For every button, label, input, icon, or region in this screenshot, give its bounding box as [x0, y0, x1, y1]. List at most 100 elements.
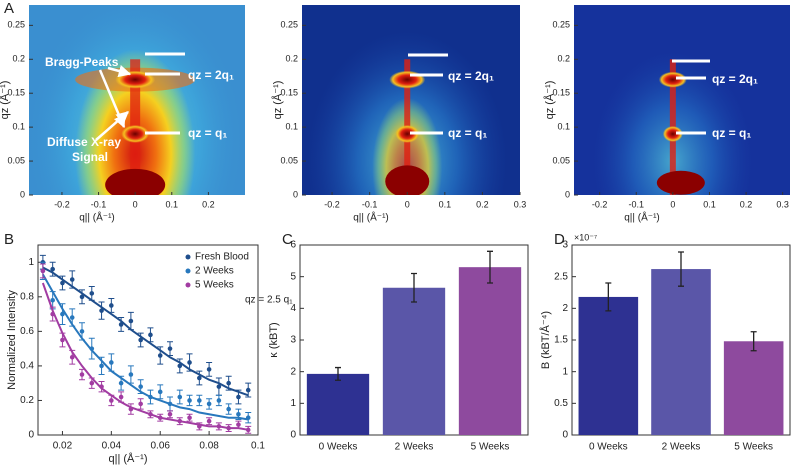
x-tick-label: 0.06 — [150, 441, 170, 452]
y-tick-label: 0.25 — [552, 20, 570, 30]
error-bar — [678, 251, 684, 287]
y-axis-label: qz (Å⁻¹) — [271, 81, 284, 120]
legend-marker — [185, 282, 191, 288]
point — [50, 266, 55, 272]
point — [79, 372, 85, 377]
x-tick-label: 0.1 — [251, 441, 265, 452]
y-tick-label: 1.5 — [554, 335, 568, 346]
y-tick-label: 0.25 — [280, 20, 298, 30]
x-tick-label: 0 Weeks — [589, 442, 628, 453]
annotation: qz = 2q₁ — [712, 72, 758, 86]
plot-frame — [37, 244, 259, 436]
point — [69, 354, 75, 360]
x-tick-label: 0.04 — [102, 441, 122, 452]
bar — [458, 267, 522, 435]
y-tick-label: 2.5 — [554, 271, 568, 282]
point — [128, 318, 134, 324]
error-bar — [487, 250, 493, 284]
annotation: Signal — [72, 150, 108, 164]
fit-line — [42, 273, 249, 421]
x-tick-label: -0.2 — [324, 199, 340, 209]
y-tick-label: 2 — [562, 303, 568, 314]
legend-marker — [185, 268, 191, 274]
point — [157, 389, 163, 395]
y-tick-label: 3 — [290, 335, 296, 346]
point — [89, 380, 95, 386]
annotation: qz = q₁ — [712, 126, 751, 140]
y-tick-label: 0 — [290, 430, 296, 441]
fit-line — [41, 282, 249, 431]
bragg-peak — [395, 124, 420, 143]
y-tick-label: 0 — [20, 189, 25, 199]
error-bar — [411, 272, 417, 303]
point — [236, 394, 241, 400]
annotation: qz = 2q₁ — [188, 68, 234, 82]
point — [109, 360, 114, 365]
point — [128, 372, 134, 377]
y-axis-label: κ (kBT) — [268, 322, 280, 357]
panel-label: A — [4, 0, 14, 17]
point — [60, 280, 65, 286]
x-tick-label: -0.1 — [362, 199, 378, 209]
y-tick-label: 1 — [28, 257, 34, 268]
x-tick-label: 0.3 — [514, 199, 527, 209]
y-tick-label: 0 — [28, 430, 34, 441]
point — [138, 384, 143, 389]
y-axis-label: Normalized Intensity — [6, 290, 18, 390]
heatmap-image — [29, 5, 245, 195]
y-tick-label: 5 — [290, 271, 296, 282]
y-tick-label: 0 — [562, 430, 568, 441]
x-tick-label: 5 Weeks — [471, 442, 510, 453]
y-tick-label: 0.15 — [7, 88, 25, 98]
point — [60, 337, 65, 343]
point — [236, 411, 241, 417]
arrow — [107, 65, 132, 78]
x-tick-label: -0.2 — [54, 199, 70, 209]
y-tick-label: 0.05 — [7, 155, 25, 165]
x-tick-label: 0.1 — [166, 199, 179, 209]
point — [187, 398, 192, 403]
y-tick-label: 0.2 — [285, 54, 298, 64]
x-tick-label: -0.2 — [592, 199, 608, 209]
x-tick-label: -0.1 — [628, 199, 644, 209]
x-tick-label: 0 — [133, 199, 138, 209]
y-tick-label: 0.1 — [12, 122, 25, 132]
point — [167, 411, 173, 417]
x-tick-label: 0 Weeks — [319, 442, 358, 453]
point — [138, 401, 143, 407]
point — [50, 297, 55, 303]
annotation: Bragg-Peaks — [45, 55, 119, 69]
arrow — [95, 111, 129, 141]
point — [118, 394, 124, 400]
fit-line — [42, 266, 249, 397]
error-bar — [750, 331, 757, 352]
x-tick-label: 0.02 — [53, 441, 73, 452]
point — [69, 277, 75, 282]
point — [206, 418, 212, 424]
x-tick-label: 0.1 — [439, 199, 452, 209]
x-tick-label: 2 Weeks — [662, 442, 701, 453]
legend-label: 5 Weeks — [195, 280, 234, 291]
bragg-peak — [662, 125, 683, 142]
point — [245, 387, 251, 393]
point — [187, 360, 192, 365]
x-axis-label: q|| (Å⁻¹) — [353, 211, 388, 224]
bragg-peak — [389, 70, 426, 89]
y-tick-label: 6 — [290, 240, 296, 251]
point — [157, 353, 163, 358]
y-axis-label: qz (Å⁻¹) — [0, 81, 11, 120]
x-tick-label: 2 Weeks — [395, 442, 434, 453]
y-tick-label: 0.4 — [20, 361, 34, 372]
x-tick-label: 0.2 — [740, 199, 753, 209]
y-tick-label: 0.8 — [20, 291, 34, 302]
y-tick-label: 0.05 — [280, 155, 298, 165]
x-tick-label: 5 Weeks — [734, 442, 773, 453]
x-tick-label: 0 — [405, 199, 410, 209]
point — [216, 398, 222, 403]
x-tick-label: 0.1 — [703, 199, 716, 209]
point — [89, 291, 95, 296]
y-tick-label: 0.1 — [285, 122, 298, 132]
point — [60, 311, 65, 317]
